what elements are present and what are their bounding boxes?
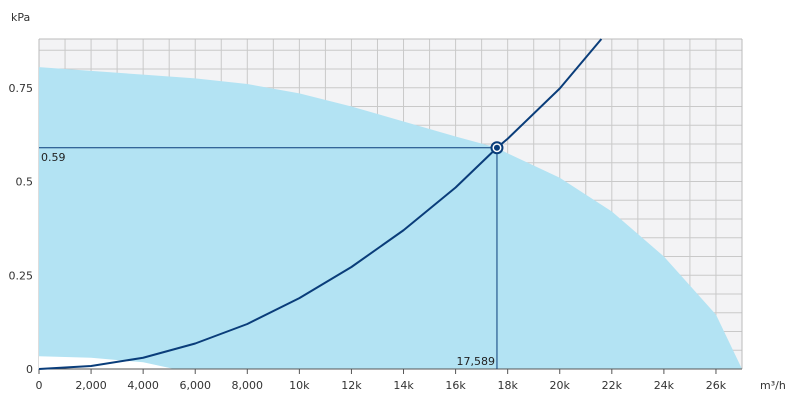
- y-tick-label: 0: [26, 363, 33, 376]
- x-tick-label: 10k: [289, 379, 310, 392]
- operating-point-flow-label: 17,589: [456, 355, 495, 368]
- x-tick-label: 14k: [393, 379, 414, 392]
- system-curve: [38, 38, 603, 370]
- y-tick-labels: 0 0.25 0.5 0.75: [9, 82, 34, 376]
- x-tick-label: 16k: [445, 379, 466, 392]
- y-tick-label: 0.25: [9, 269, 34, 282]
- y-axis-unit: kPa: [11, 11, 30, 24]
- x-tick-label: 20k: [550, 379, 571, 392]
- operating-point-pressure-label: 0.59: [41, 151, 66, 164]
- x-tick-label: 26k: [706, 379, 727, 392]
- y-tick-label: 0.5: [16, 176, 34, 189]
- y-tick-label: 0.75: [9, 82, 34, 95]
- x-tick-label: 4,000: [127, 379, 159, 392]
- x-tick-label: 6,000: [179, 379, 211, 392]
- x-tick-label: 12k: [341, 379, 362, 392]
- x-tick-label: 2,000: [75, 379, 107, 392]
- operating-range-area: [39, 67, 742, 369]
- x-tick-label: 0: [36, 379, 43, 392]
- x-tick-label: 8,000: [232, 379, 264, 392]
- x-tick-label: 24k: [654, 379, 675, 392]
- x-tick-label: 22k: [602, 379, 623, 392]
- operating-point-dot: [493, 144, 500, 151]
- x-tick-labels: 0 2,000 4,000 6,000 8,000 10k 12k 14k 16k 18k 20k 2…: [36, 369, 727, 392]
- x-axis-unit: m³/h: [760, 379, 786, 392]
- x-tick-label: 18k: [497, 379, 518, 392]
